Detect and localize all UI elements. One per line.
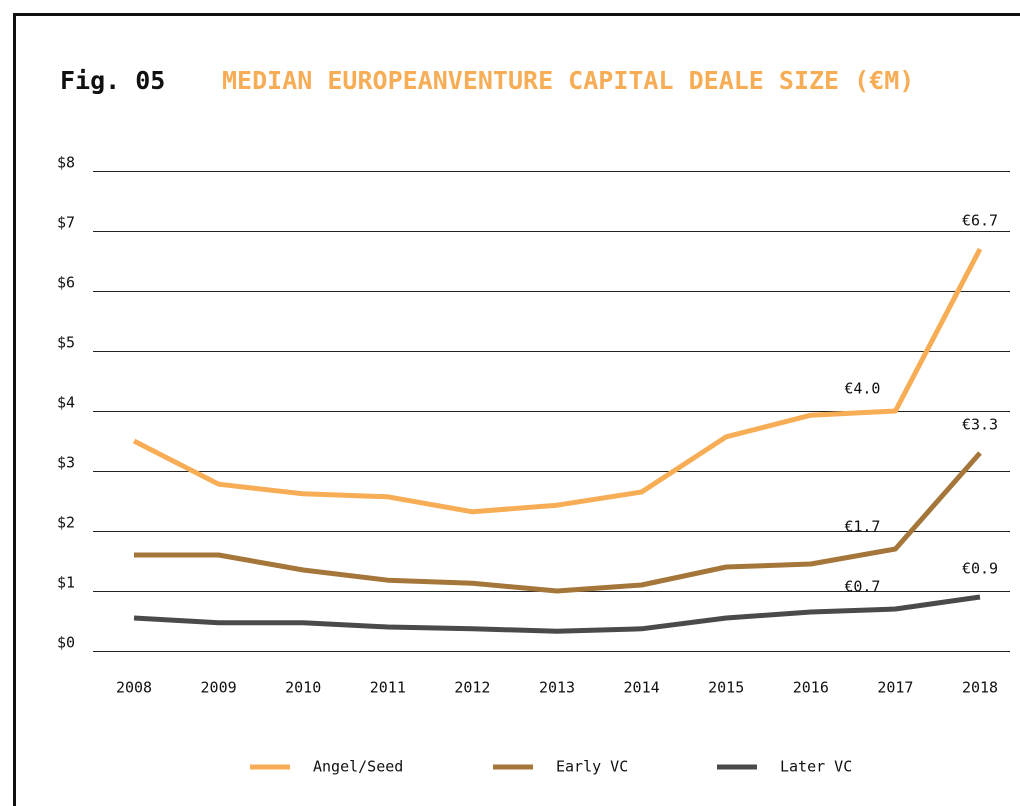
figure-number: Fig. 05 (60, 66, 165, 95)
x-tick-label: 2011 (370, 679, 406, 697)
x-tick-label: 2014 (624, 679, 660, 697)
frame (13, 13, 1020, 806)
x-tick-label: 2009 (201, 679, 237, 697)
data-label: €0.7 (844, 578, 880, 596)
x-tick-label: 2008 (116, 679, 152, 697)
legend-label: Early VC (556, 758, 628, 776)
y-tick-label: $7 (57, 214, 75, 232)
y-tick-label: $0 (57, 634, 75, 652)
data-label: €1.7 (844, 518, 880, 536)
data-label: €6.7 (962, 212, 998, 230)
line (134, 451, 982, 594)
x-tick-label: 2010 (285, 679, 321, 697)
y-tick-label: $2 (57, 514, 75, 532)
x-tick-label: 2012 (454, 679, 490, 697)
line (132, 247, 983, 515)
y-tick-label: $6 (57, 274, 75, 292)
y-tick-label: $4 (57, 394, 75, 412)
chart-title: MEDIAN EUROPEANVENTURE CAPITAL DEALE SIZ… (222, 66, 914, 95)
x-tick-label: 2017 (877, 679, 913, 697)
data-label: €4.0 (844, 380, 880, 398)
x-tick-label: 2016 (793, 679, 829, 697)
x-tick-label: 2018 (962, 679, 998, 697)
data-label: €0.9 (962, 560, 998, 578)
legend-label: Angel/Seed (313, 758, 403, 776)
data-label: €3.3 (962, 416, 998, 434)
y-tick-label: $5 (57, 334, 75, 352)
y-tick-label: $8 (57, 154, 75, 172)
x-tick-label: 2015 (708, 679, 744, 697)
y-tick-label: $3 (57, 454, 75, 472)
legend-label: Later VC (780, 758, 852, 776)
line (133, 594, 981, 634)
y-tick-label: $1 (57, 574, 75, 592)
x-tick-label: 2013 (539, 679, 575, 697)
